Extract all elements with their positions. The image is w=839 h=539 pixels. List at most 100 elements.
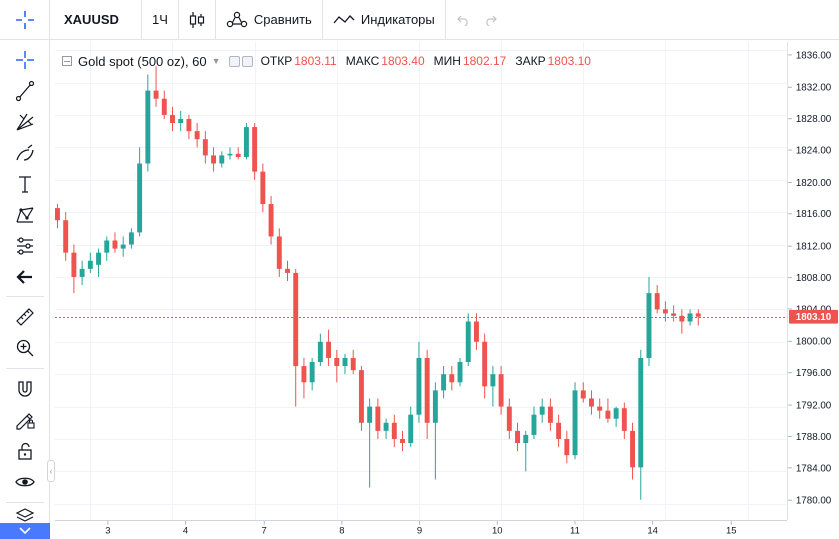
- candle: [285, 260, 290, 281]
- collapse-legend-icon[interactable]: [62, 56, 72, 66]
- tool-magnet[interactable]: [0, 374, 50, 404]
- candle-body: [572, 390, 578, 456]
- symbol-search-button[interactable]: XAUUSD: [50, 0, 142, 40]
- tool-crosshair[interactable]: [0, 45, 50, 75]
- candle: [170, 106, 175, 132]
- undo-icon[interactable]: [456, 14, 470, 26]
- tool-ruler[interactable]: [0, 302, 50, 332]
- tool-visibility[interactable]: [0, 467, 50, 497]
- candle-body: [161, 98, 167, 115]
- candle: [293, 268, 299, 407]
- time-tick-label: 15: [726, 525, 737, 536]
- candle: [202, 131, 208, 164]
- candle: [96, 248, 102, 277]
- candle-body: [342, 357, 348, 367]
- candle-body: [654, 293, 660, 310]
- price-tick-label: 1784.00: [796, 463, 832, 474]
- low-value: 1802.17: [462, 54, 507, 68]
- candle-body: [194, 131, 200, 140]
- candle-body: [473, 321, 479, 342]
- candle: [621, 402, 627, 439]
- tool-back[interactable]: [0, 262, 50, 292]
- candle: [613, 406, 619, 427]
- chart-style-button[interactable]: [179, 0, 216, 40]
- candle: [358, 366, 364, 431]
- tool-lock[interactable]: [0, 436, 50, 466]
- time-tick-label: 14: [647, 525, 658, 536]
- time-tick-label: 11: [570, 525, 580, 536]
- ruler-icon: [16, 308, 34, 326]
- tool-lock-drawings[interactable]: [0, 405, 50, 435]
- high-value: 1803.40: [381, 54, 425, 68]
- candle: [424, 349, 430, 439]
- settings-icon[interactable]: [241, 55, 253, 67]
- legend-buttons: [228, 55, 253, 67]
- time-tick-label: 4: [183, 525, 188, 536]
- indicators-button[interactable]: Индикаторы: [323, 0, 446, 40]
- price-tick-label: 1832.00: [796, 83, 832, 94]
- chart-legend: Gold spot (500 oz), 60 ▼ ОТКР 1803.11 МА…: [62, 52, 600, 70]
- tool-prediction[interactable]: [0, 231, 50, 261]
- candle-body: [79, 268, 85, 277]
- tool-zoom[interactable]: [0, 333, 50, 363]
- candle-body: [646, 293, 652, 358]
- candle-body: [564, 438, 570, 456]
- time-axis-labels: 3 4 7 8 9 10 11 14 15: [105, 521, 737, 536]
- candle: [515, 422, 520, 452]
- chart-pane[interactable]: [55, 42, 787, 520]
- compare-icon: [226, 11, 248, 27]
- candle: [482, 333, 488, 399]
- candle: [391, 414, 397, 448]
- trend-line-icon: [15, 80, 35, 102]
- crosshair-corner[interactable]: [0, 0, 50, 40]
- chevron-down-icon: [19, 527, 31, 535]
- time-tick-label: 8: [339, 525, 344, 536]
- low-label: МИН: [433, 54, 461, 68]
- candle: [671, 305, 677, 322]
- candle-body: [63, 220, 69, 253]
- toolbar-collapse-button[interactable]: [0, 523, 50, 539]
- candle: [276, 228, 282, 277]
- candle-body: [597, 406, 603, 411]
- tool-gann-fib[interactable]: [0, 107, 50, 137]
- candle: [375, 398, 381, 439]
- candle: [400, 430, 405, 452]
- candle-body: [186, 118, 192, 132]
- candle-body: [112, 240, 118, 249]
- time-axis[interactable]: 3 4 7 8 9 10 11 14 15: [55, 520, 787, 539]
- candle-body: [556, 422, 562, 439]
- candle-body: [391, 422, 397, 439]
- compare-button[interactable]: Сравнить: [216, 0, 323, 40]
- candle: [326, 329, 332, 367]
- hide-series-icon[interactable]: [228, 55, 240, 67]
- last-price-tag-bg: [788, 309, 839, 324]
- candle: [112, 232, 118, 253]
- candle-body: [638, 357, 644, 468]
- sidebar-toggle-button[interactable]: ‹: [47, 460, 55, 482]
- tool-trend-line[interactable]: [0, 76, 50, 106]
- candle-body: [227, 153, 233, 156]
- caret-down-icon[interactable]: ▼: [211, 56, 221, 66]
- price-axis[interactable]: 1836.00 1832.00 1828.00 1824.00 1820.00 1816.…: [787, 42, 839, 520]
- tool-brush[interactable]: [0, 138, 50, 168]
- candle-body: [687, 313, 693, 322]
- interval-button[interactable]: 1Ч: [142, 0, 179, 40]
- candle-body: [202, 139, 208, 156]
- candle-body: [605, 410, 611, 419]
- candle: [71, 244, 77, 294]
- time-tick-label: 9: [417, 525, 422, 536]
- interval-label: 1Ч: [152, 12, 168, 27]
- candle: [630, 422, 636, 480]
- text-tool-icon: [19, 176, 31, 193]
- price-axis-labels: 1836.00 1832.00 1828.00 1824.00 1820.00 1816.…: [788, 50, 832, 507]
- tool-text[interactable]: [0, 169, 50, 199]
- brush-icon: [16, 144, 34, 161]
- candle-body: [276, 236, 282, 269]
- legend-title[interactable]: Gold spot (500 oz), 60: [78, 53, 207, 69]
- redo-icon[interactable]: [484, 14, 498, 26]
- toolbar-divider: [6, 368, 44, 369]
- tool-pattern[interactable]: [0, 200, 50, 230]
- candle-body: [662, 309, 668, 314]
- tool-layers[interactable]: [0, 501, 50, 531]
